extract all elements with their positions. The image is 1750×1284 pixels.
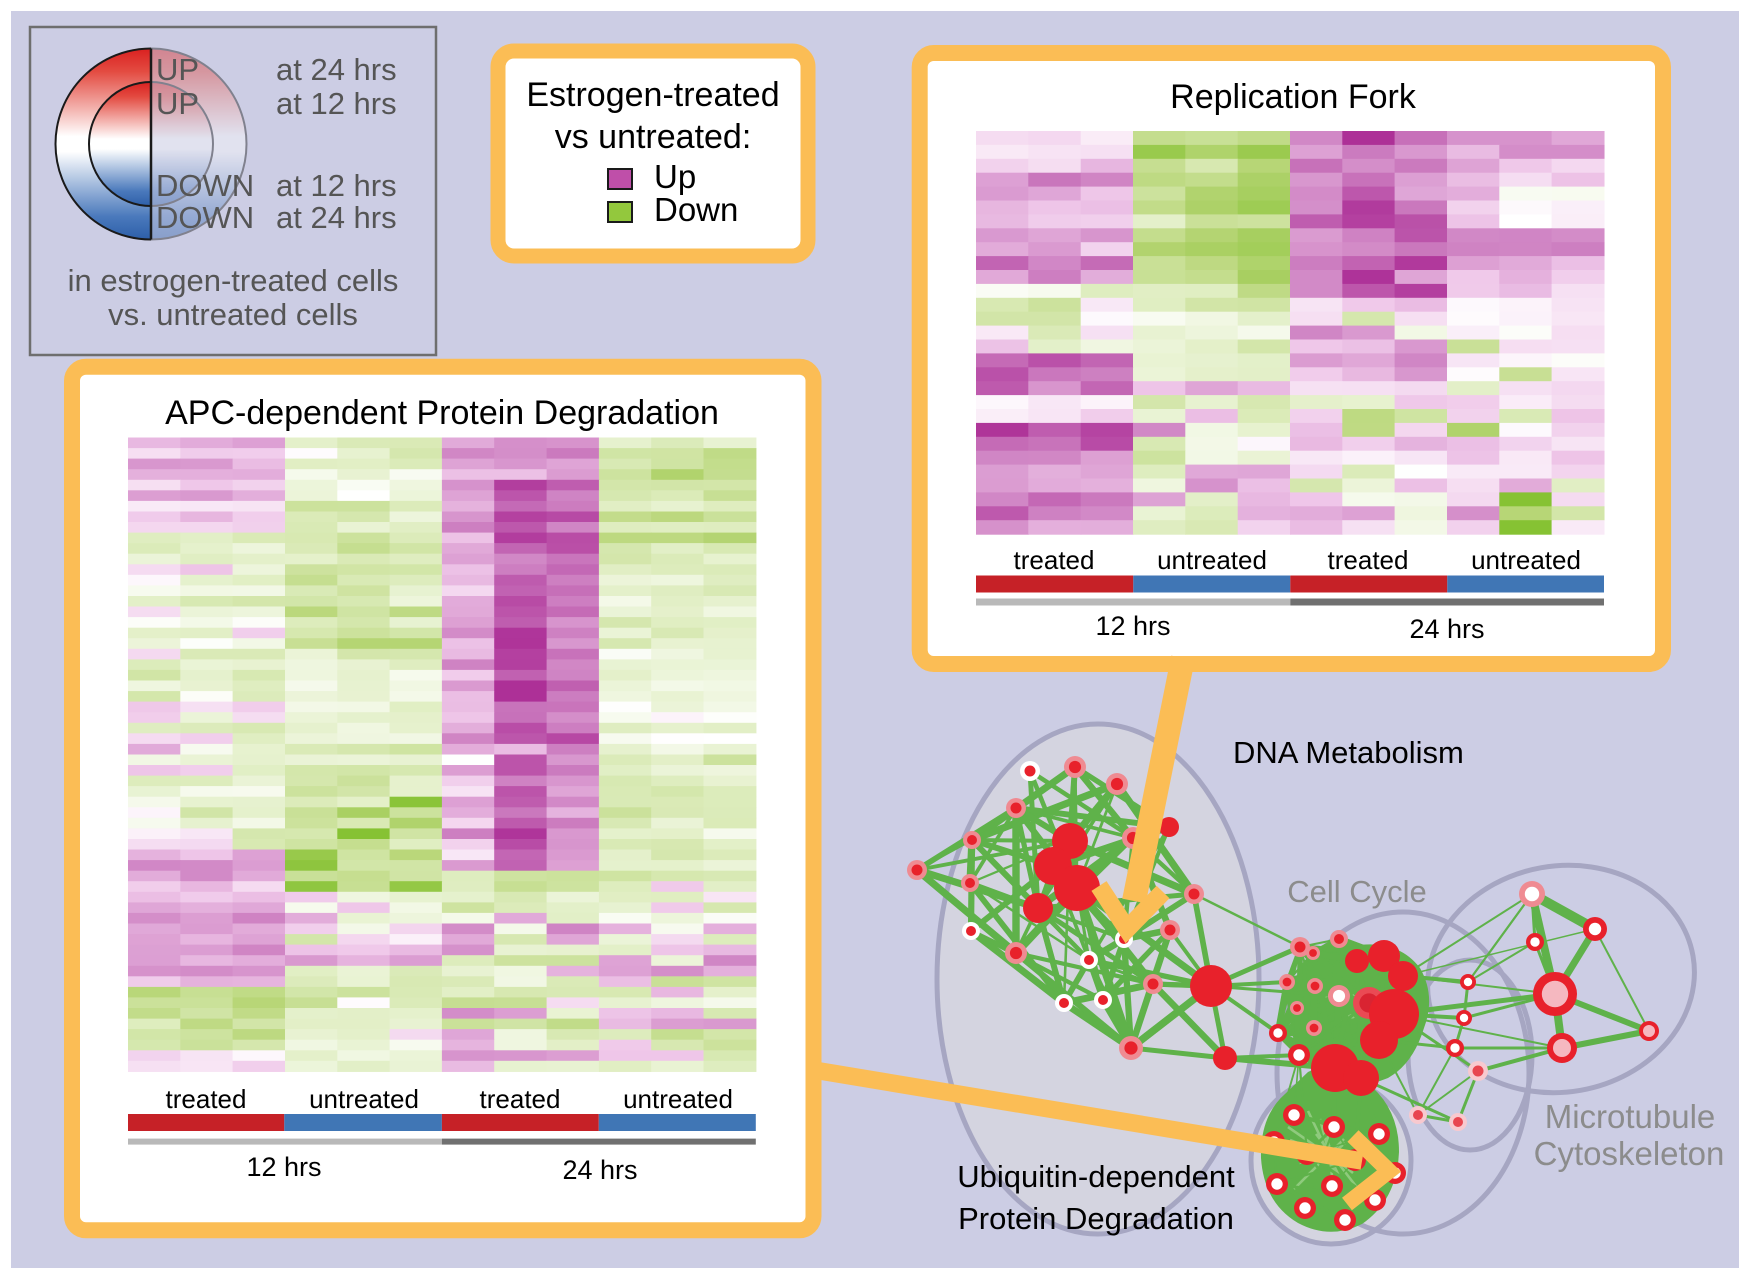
svg-text:treated: treated	[480, 1084, 561, 1114]
svg-text:12 hrs: 12 hrs	[246, 1152, 321, 1182]
svg-text:untreated: untreated	[1471, 545, 1581, 575]
svg-text:at 24 hrs: at 24 hrs	[276, 52, 397, 87]
svg-text:UP: UP	[156, 86, 199, 121]
svg-text:treated: treated	[1328, 545, 1409, 575]
svg-text:untreated: untreated	[309, 1084, 419, 1114]
svg-text:DOWN: DOWN	[156, 200, 254, 235]
svg-text:Estrogen-treated: Estrogen-treated	[526, 76, 779, 114]
svg-text:Replication Fork: Replication Fork	[1170, 78, 1417, 116]
svg-text:24 hrs: 24 hrs	[1409, 614, 1484, 644]
svg-text:Cell Cycle: Cell Cycle	[1287, 874, 1427, 909]
svg-text:Up: Up	[654, 158, 696, 195]
svg-text:vs. untreated cells: vs. untreated cells	[108, 297, 358, 332]
svg-text:treated: treated	[1014, 545, 1095, 575]
svg-text:untreated: untreated	[623, 1084, 733, 1114]
svg-text:Protein Degradation: Protein Degradation	[958, 1201, 1234, 1236]
svg-text:at 24 hrs: at 24 hrs	[276, 200, 397, 235]
svg-text:Ubiquitin-dependent: Ubiquitin-dependent	[957, 1159, 1235, 1194]
svg-text:treated: treated	[166, 1084, 247, 1114]
svg-text:at 12 hrs: at 12 hrs	[276, 168, 397, 203]
svg-text:UP: UP	[156, 52, 199, 87]
svg-text:at 12 hrs: at 12 hrs	[276, 86, 397, 121]
svg-text:DOWN: DOWN	[156, 168, 254, 203]
svg-text:untreated: untreated	[1157, 545, 1267, 575]
svg-text:vs untreated:: vs untreated:	[555, 118, 752, 156]
svg-text:in estrogen-treated cells: in estrogen-treated cells	[68, 263, 399, 298]
svg-text:12 hrs: 12 hrs	[1095, 611, 1170, 641]
svg-text:APC-dependent Protein Degradat: APC-dependent Protein Degradation	[165, 394, 719, 432]
svg-text:Microtubule: Microtubule	[1545, 1098, 1716, 1135]
svg-text:Down: Down	[654, 191, 738, 228]
svg-text:24 hrs: 24 hrs	[562, 1155, 637, 1185]
svg-text:DNA Metabolism: DNA Metabolism	[1233, 735, 1464, 770]
svg-text:Cytoskeleton: Cytoskeleton	[1534, 1135, 1725, 1172]
